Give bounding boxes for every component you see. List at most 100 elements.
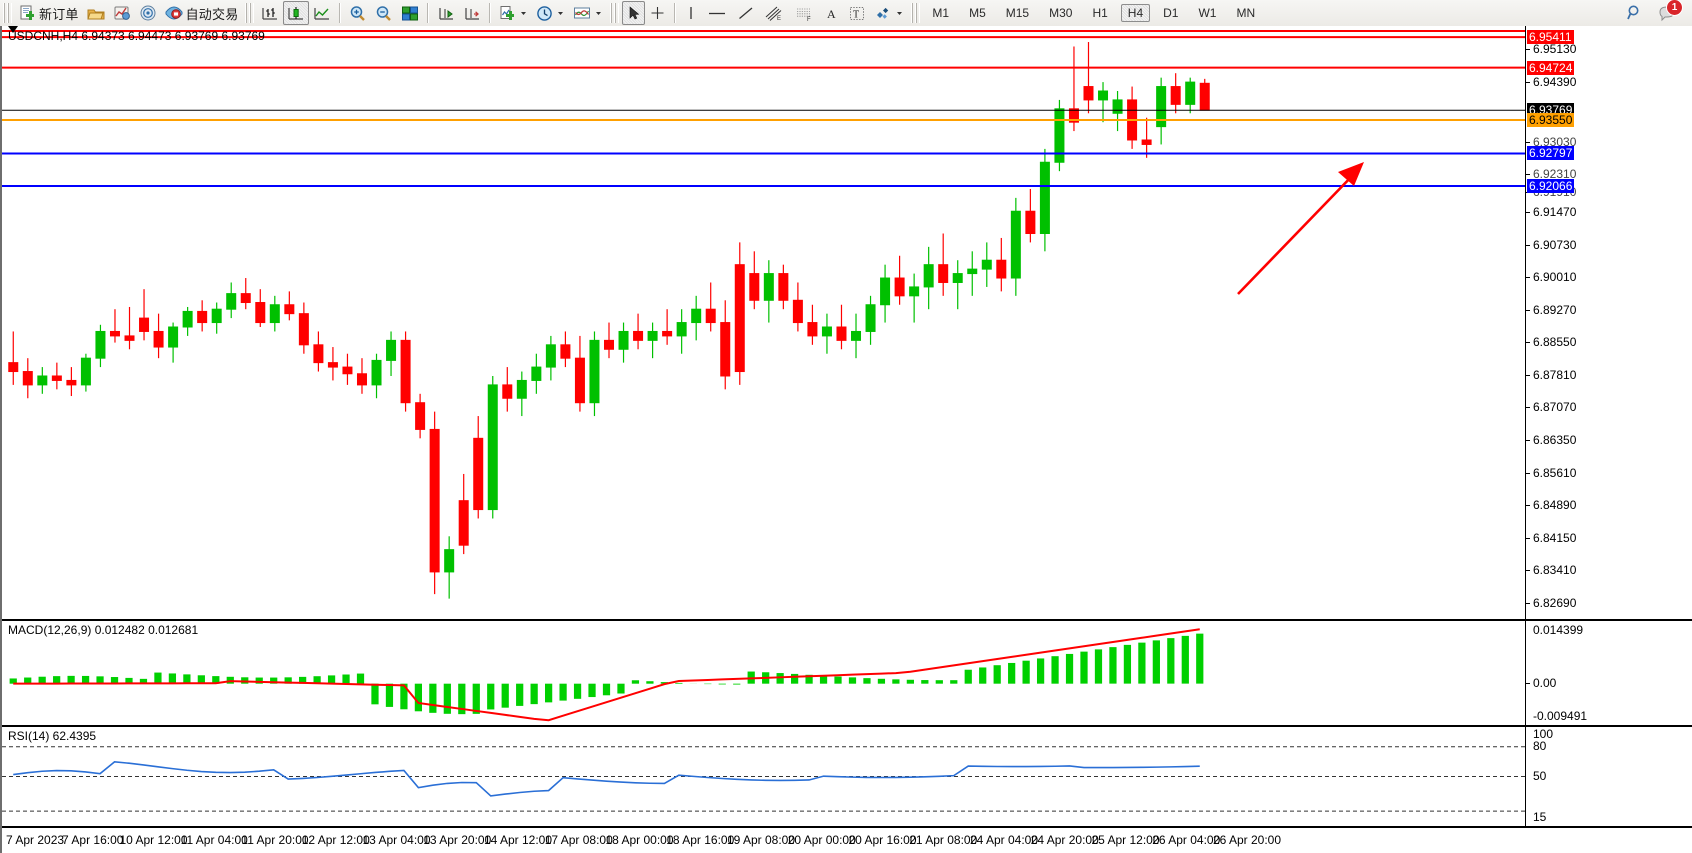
rsi-pane[interactable]: RSI(14) 62.4395 100 80 50 15	[2, 726, 1692, 827]
timeframe-m30-button[interactable]: M30	[1049, 6, 1073, 20]
toolbar-grip[interactable]	[3, 3, 12, 23]
rsi-scale[interactable]: 100 80 50 15	[1525, 727, 1692, 826]
chevron-down-icon-3[interactable]	[594, 5, 603, 22]
time-axis-label: 13 Apr 20:00	[423, 833, 492, 847]
timeframe-m15-button[interactable]: M15	[1005, 6, 1030, 20]
candle-body	[1141, 139, 1152, 145]
trendline-button[interactable]	[732, 1, 760, 25]
chart-shift-button[interactable]	[433, 1, 459, 25]
fibonacci-button[interactable]: F	[790, 1, 820, 25]
toolbar-grip-2[interactable]	[245, 3, 255, 23]
chevron-down-icon-2[interactable]	[556, 5, 565, 22]
candle-body	[1083, 86, 1094, 101]
templates-button[interactable]	[569, 1, 607, 25]
candle-body	[313, 344, 324, 364]
candle-body	[531, 366, 542, 381]
fibonacci-icon: F	[794, 5, 816, 22]
macd-tick-label: 0.014399	[1533, 623, 1584, 637]
candle-body	[589, 339, 600, 404]
vertical-line-button[interactable]	[680, 1, 702, 25]
cursor-button[interactable]	[622, 1, 646, 25]
candle-body	[836, 326, 847, 341]
period-button[interactable]	[532, 1, 569, 25]
crosshair-button[interactable]	[645, 1, 670, 25]
candlestick-chart-button[interactable]	[283, 1, 310, 25]
indicators-button[interactable]	[495, 1, 532, 25]
auto-scroll-button[interactable]	[459, 1, 485, 25]
timeframe-m1-button[interactable]: M1	[932, 6, 950, 20]
bullish-arrow[interactable]	[2, 26, 1525, 619]
candle-body	[211, 308, 222, 324]
resistance-line-2-tag[interactable]: 6.94724	[1527, 60, 1575, 75]
candle-body	[197, 310, 208, 324]
toolbar-separator-2	[427, 3, 430, 23]
candle-body	[1112, 99, 1123, 114]
bar-chart-button[interactable]	[257, 1, 283, 25]
chart-window[interactable]: USDCNH,H4 6.94373 6.94473 6.93769 6.9376…	[0, 26, 1692, 853]
bullish-arrow-shape[interactable]	[1237, 162, 1364, 295]
text-label-button[interactable]: A	[820, 1, 844, 25]
price-pane[interactable]: USDCNH,H4 6.94373 6.94473 6.93769 6.9376…	[2, 26, 1692, 620]
equidistant-channel-button[interactable]: E	[760, 1, 790, 25]
tile-windows-button[interactable]	[397, 1, 423, 25]
search-button[interactable]	[1622, 1, 1648, 25]
candle-body	[1039, 161, 1050, 234]
resistance-line-1-tag[interactable]: 6.95411	[1527, 30, 1574, 45]
price-tick-label: 6.87070	[1533, 400, 1577, 415]
candle-body	[574, 357, 585, 404]
price-tick-label: 6.86350	[1533, 432, 1577, 447]
support-line-2-tag[interactable]: 6.92066	[1527, 179, 1575, 194]
auto-trading-icon	[165, 5, 183, 22]
symbol-ohlc-label: USDCNH,H4 6.94373 6.94473 6.93769 6.9376…	[8, 29, 265, 43]
zoom-in-button[interactable]	[345, 1, 371, 25]
text-object-button[interactable]: T	[844, 1, 870, 25]
timeframe-m5-button[interactable]: M5	[969, 6, 986, 20]
toolbar-grip-4[interactable]	[911, 3, 921, 23]
macd-series	[9, 628, 1204, 722]
candle-body	[662, 330, 673, 337]
timeframe-h1-button[interactable]: H1	[1092, 6, 1108, 20]
support-line-1-tag[interactable]: 6.92797	[1527, 146, 1575, 161]
price-scale[interactable]: 6.95130 6.94390 6.91470 6.90730 6.90010 6.892…	[1525, 26, 1692, 619]
macd-pane[interactable]: MACD(12,26,9) 0.012482 0.012681 0.014399…	[2, 620, 1692, 726]
timeframe-d1-button[interactable]: D1	[1163, 6, 1179, 20]
rsi-plot-area[interactable]: RSI(14) 62.4395	[2, 727, 1525, 826]
chart-marker-triangle	[8, 26, 18, 33]
vertical-line-icon	[684, 5, 698, 22]
navigator-button[interactable]	[135, 1, 161, 25]
candle-body	[923, 264, 934, 288]
macd-scale[interactable]: 0.014399 0.00 -0.009491	[1525, 621, 1692, 725]
macd-signal-line	[13, 628, 1200, 722]
chevron-down-icon[interactable]	[519, 5, 528, 22]
zoom-out-button[interactable]	[371, 1, 397, 25]
horizontal-line-button[interactable]	[702, 1, 732, 25]
candle-body	[1156, 86, 1167, 128]
objects-list-button[interactable]	[870, 1, 908, 25]
price-tick-label: 6.94390	[1533, 74, 1577, 89]
candle-body	[226, 293, 237, 310]
indicators-icon	[499, 5, 516, 22]
time-axis-label: 17 Apr 08:00	[544, 833, 613, 847]
toolbar-separator-4	[674, 3, 677, 23]
timeframe-w1-button[interactable]: W1	[1198, 6, 1217, 20]
pivot-line-tag[interactable]: 6.93550	[1527, 112, 1575, 127]
market-watch-button[interactable]	[109, 1, 135, 25]
new-order-button[interactable]: 新订单	[15, 1, 83, 25]
macd-plot-area[interactable]: MACD(12,26,9) 0.012482 0.012681	[2, 621, 1525, 725]
chart-shift-icon	[437, 5, 455, 22]
auto-trading-button[interactable]: 自动交易	[161, 1, 243, 25]
timeframe-mn-button[interactable]: MN	[1236, 6, 1256, 20]
rsi-tick-label: 100	[1533, 727, 1554, 741]
time-axis[interactable]: 7 Apr 2023 7 Apr 16:00 10 Apr 12:00 11 Apr …	[2, 827, 1692, 853]
line-chart-button[interactable]	[309, 1, 335, 25]
alerts-button[interactable]: 1	[1654, 0, 1683, 25]
timeframe-h4-button[interactable]: H4	[1120, 4, 1151, 22]
data-folder-button[interactable]	[83, 1, 109, 25]
toolbar-grip-3[interactable]	[610, 3, 620, 23]
time-axis-label: 11 Apr 20:00	[241, 833, 309, 847]
candle-body	[807, 322, 818, 337]
chevron-down-icon-4[interactable]	[895, 5, 904, 22]
candle-body	[676, 322, 687, 337]
price-plot-area[interactable]: USDCNH,H4 6.94373 6.94473 6.93769 6.9376…	[2, 26, 1525, 619]
text-label-icon: A	[824, 5, 840, 22]
